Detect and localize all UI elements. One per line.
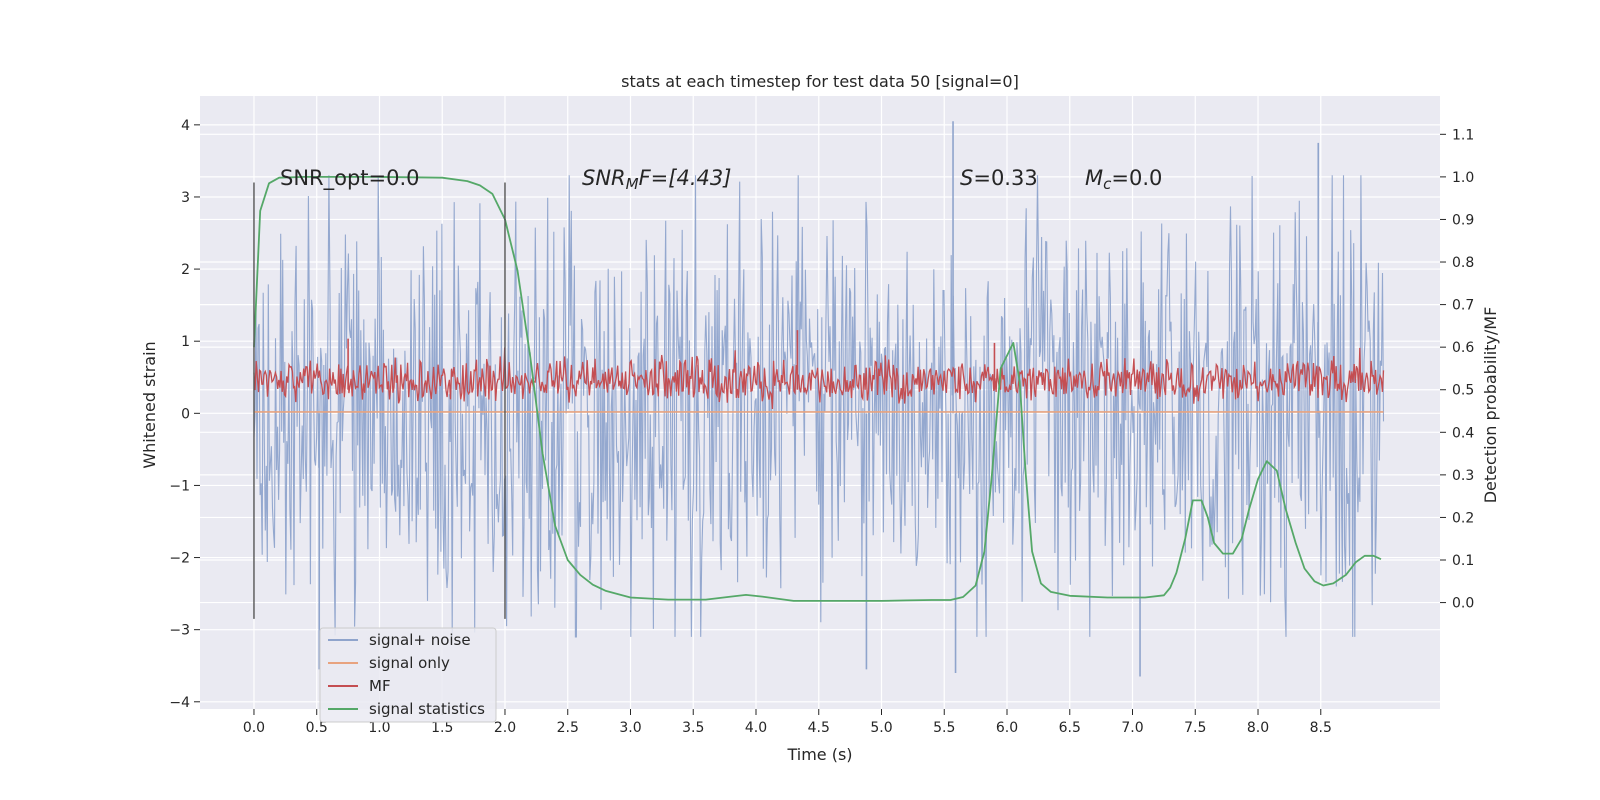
y-tick-label-right-8: 0.3 xyxy=(1452,468,1474,484)
x-tick-label-11: 5.5 xyxy=(933,720,955,736)
y-tick-label-left-7: −3 xyxy=(169,623,190,639)
signal-noise-line xyxy=(253,175,1385,638)
annotation-mc: Mc=0.0 xyxy=(1085,166,1162,193)
x-tick-label-17: 8.5 xyxy=(1310,720,1332,736)
x-tick-label-13: 6.5 xyxy=(1059,720,1081,736)
x-tick-label-12: 6.0 xyxy=(996,720,1018,736)
legend-label-signal-only: signal only xyxy=(369,654,450,672)
annotation-snr-mf: SNRMF=[4.43] xyxy=(582,166,731,193)
chart-title: stats at each timestep for test data 50 … xyxy=(621,72,1019,91)
legend: signal+ noise signal only MF signal stat… xyxy=(319,627,497,723)
series-signal-noise xyxy=(253,121,1385,677)
x-tick-label-8: 4.0 xyxy=(745,720,767,736)
annotations: SNR_opt=0.0 SNRMF=[4.43] S=0.33 Mc=0.0 xyxy=(280,166,1162,193)
y-tick-label-left-5: −1 xyxy=(169,478,190,494)
y-tick-label-right-9: 0.2 xyxy=(1452,510,1474,526)
y-tick-label-left-1: 3 xyxy=(181,190,190,206)
y-tick-label-right-1: 1.0 xyxy=(1452,170,1474,186)
x-tick-label-10: 5.0 xyxy=(870,720,892,736)
y-axis-label-right: Detection probability/MF xyxy=(1481,307,1500,504)
series-mf xyxy=(253,330,1385,410)
y-tick-label-right-3: 0.8 xyxy=(1452,255,1474,271)
y-tick-label-right-4: 0.7 xyxy=(1452,298,1474,314)
y-tick-label-left-3: 1 xyxy=(181,334,190,350)
mf-line xyxy=(253,347,1385,410)
x-tick-label-15: 7.5 xyxy=(1184,720,1206,736)
x-tick-label-14: 7.0 xyxy=(1121,720,1143,736)
x-tick-label-5: 2.5 xyxy=(557,720,579,736)
legend-box xyxy=(319,627,497,723)
x-tick-label-9: 4.5 xyxy=(808,720,830,736)
annotation-snr-opt: SNR_opt=0.0 xyxy=(280,166,420,191)
y-tick-label-left-2: 2 xyxy=(181,262,190,278)
y-tick-label-left-0: 4 xyxy=(181,118,190,134)
vertical-markers xyxy=(253,182,506,619)
y-axis-right: 1.1 1.0 0.9 0.8 0.7 0.6 0.5 0.4 0.3 0.2 0.1 0.0 xyxy=(1440,127,1474,612)
x-axis-label: Time (s) xyxy=(786,745,852,764)
x-tick-label-4: 2.0 xyxy=(494,720,516,736)
y-tick-label-right-7: 0.4 xyxy=(1452,425,1474,441)
y-tick-label-right-5: 0.6 xyxy=(1452,340,1474,356)
y-axis-left: 4 3 2 1 0 −1 −2 −3 −4 xyxy=(169,118,200,711)
y-tick-label-left-4: 0 xyxy=(181,406,190,422)
legend-label-signal-noise: signal+ noise xyxy=(369,631,471,649)
x-tick-label-16: 8.0 xyxy=(1247,720,1269,736)
x-tick-label-7: 3.5 xyxy=(682,720,704,736)
x-axis: 0.0 0.5 1.0 1.5 2.0 2.5 3.0 3.5 4.0 4.5 5.0 5.5 6.0 6… xyxy=(243,709,1332,736)
series-signal-statistics xyxy=(253,175,1382,602)
y-tick-label-right-10: 0.1 xyxy=(1452,553,1474,569)
x-tick-label-2: 1.0 xyxy=(368,720,390,736)
legend-label-signal-statistics: signal statistics xyxy=(369,700,485,718)
y-tick-label-right-0: 1.1 xyxy=(1452,127,1474,143)
y-tick-label-right-11: 0.0 xyxy=(1452,596,1474,612)
y-axis-label-left: Whitened strain xyxy=(140,341,159,468)
y-tick-label-left-8: −4 xyxy=(169,695,190,711)
x-tick-label-3: 1.5 xyxy=(431,720,453,736)
x-tick-label-0: 0.0 xyxy=(243,720,265,736)
x-tick-label-1: 0.5 xyxy=(306,720,328,736)
annotation-s: S=0.33 xyxy=(960,166,1038,190)
signal-statistics-line xyxy=(253,175,1382,602)
y-tick-label-right-6: 0.5 xyxy=(1452,383,1474,399)
y-tick-label-left-6: −2 xyxy=(169,551,190,567)
x-tick-label-6: 3.0 xyxy=(619,720,641,736)
y-tick-label-right-2: 0.9 xyxy=(1452,212,1474,228)
legend-label-mf: MF xyxy=(369,677,391,695)
